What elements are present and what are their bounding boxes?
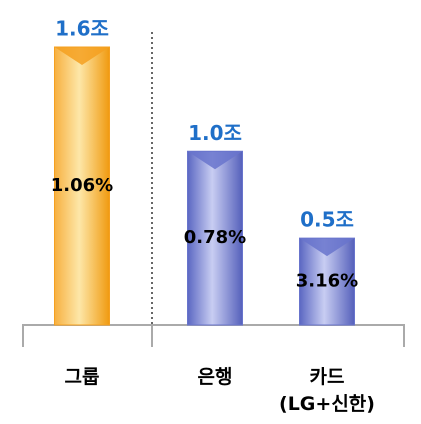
bar-notch [299,238,355,257]
value-label: 0.5조 [300,208,354,232]
inner-label: 0.78% [184,227,246,248]
bar-notch [54,47,110,65]
value-label: 1.0조 [188,121,242,145]
inner-label: 1.06% [51,175,113,196]
inner-label: 3.16% [296,271,358,292]
bar [54,46,110,326]
x-tick-label: 카드 (LG+신한) [279,366,375,415]
value-label: 1.6조 [55,17,109,41]
x-tick-label: 그룹 [64,366,100,388]
bar-notch [187,151,243,170]
x-tick-label: 은행 [197,366,233,388]
